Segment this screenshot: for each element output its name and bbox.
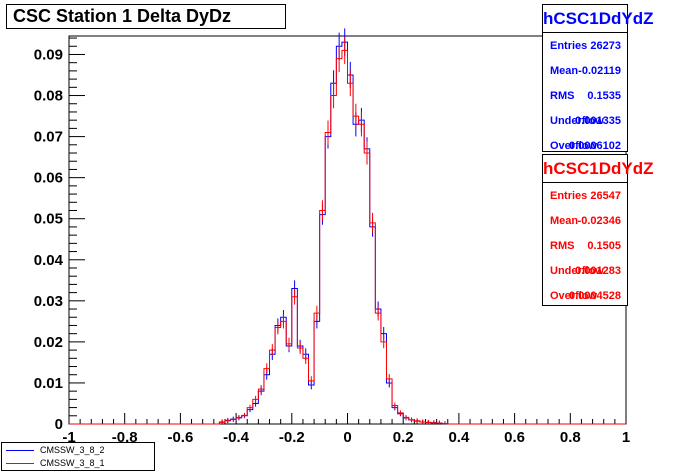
x-tick-label: 0.8 — [560, 429, 581, 446]
stats-row-overflow: Overflow 0.0006102 — [543, 133, 627, 158]
stats-value: -0.02346 — [577, 215, 621, 227]
y-tick-label: 0.01 — [34, 375, 63, 392]
stats-key: Mean — [550, 215, 579, 227]
stats-key: RMS — [550, 240, 575, 252]
stats-box-blue: hCSC1DdYdZ Entries 26273 Mean -0.02119 RMS… — [542, 4, 654, 152]
stats-row-mean: Mean -0.02346 — [543, 208, 627, 233]
stats-row-rms: RMS 0.1505 — [543, 233, 627, 258]
stats-value: 0.001335 — [575, 115, 621, 127]
x-tick-label: 0.6 — [504, 429, 525, 446]
legend-item-red: CMSSW_3_8_1 — [2, 457, 154, 470]
y-tick-label: 0.03 — [34, 293, 63, 310]
y-tick-label: 0.06 — [34, 170, 63, 187]
legend: CMSSW_3_8_2 CMSSW_3_8_1 — [1, 442, 155, 471]
y-tick-label: 0.05 — [34, 211, 63, 228]
legend-swatch — [6, 450, 34, 451]
stats-value: 0.0004528 — [569, 290, 621, 302]
x-axis: -1 -0.8 -0.6 -0.4 -0.2 0 0.2 0.4 0.6 0.8 1 — [62, 413, 630, 446]
y-tick-label: 0 — [55, 416, 63, 433]
stats-row-underflow: Underflow 0.001335 — [543, 108, 627, 133]
stats-row-mean: Mean -0.02119 — [543, 58, 627, 83]
y-tick-label: 0.07 — [34, 129, 63, 146]
stats-value: 0.001283 — [575, 265, 621, 277]
y-tick-label: 0.08 — [34, 88, 63, 105]
stats-key: Overflow — [550, 140, 598, 152]
x-tick-label: -0.6 — [167, 429, 193, 446]
stats-box-red: hCSC1DdYdZ Entries 26547 Mean -0.02346 RMS… — [542, 154, 654, 308]
stats-row-overflow: Overflow 0.0004528 — [543, 283, 627, 308]
x-tick-label: -0.8 — [112, 429, 138, 446]
chart-title-text: CSC Station 1 Delta DyDz — [13, 6, 232, 26]
series-group — [69, 28, 626, 425]
stats-key: RMS — [550, 90, 575, 102]
stats-value: 26273 — [590, 40, 621, 52]
stats-row-entries: Entries 26273 — [543, 33, 627, 58]
x-tick-label: 0.4 — [448, 429, 470, 446]
x-tick-label: 1 — [622, 429, 630, 446]
stats-key: Overflow — [550, 290, 598, 302]
y-axis: 0 0.01 0.02 0.03 0.04 0.05 0.06 0.07 0.08 0.09 — [34, 37, 85, 433]
x-tick-label: 0 — [343, 429, 351, 446]
stats-value: 0.1535 — [587, 90, 621, 102]
x-tick-label: -0.4 — [223, 429, 250, 446]
stats-value: -0.02119 — [578, 65, 621, 77]
stats-value: 26547 — [590, 190, 621, 202]
legend-label: CMSSW_3_8_2 — [40, 445, 105, 455]
x-tick-label: -1 — [62, 429, 75, 446]
y-tick-label: 0.04 — [34, 252, 64, 269]
stats-value: 0.1505 — [587, 240, 621, 252]
stats-key: Underflow — [550, 265, 604, 277]
x-tick-label: 0.2 — [393, 429, 414, 446]
legend-item-blue: CMSSW_3_8_2 — [2, 444, 154, 457]
stats-row-rms: RMS 0.1535 — [543, 83, 627, 108]
y-tick-label: 0.02 — [34, 334, 63, 351]
legend-label: CMSSW_3_8_1 — [40, 458, 105, 468]
stats-key: Underflow — [550, 115, 604, 127]
chart-title: CSC Station 1 Delta DyDz — [6, 4, 286, 29]
stats-box-title: hCSC1DdYdZ — [543, 155, 654, 183]
stats-key: Entries — [550, 190, 588, 202]
y-tick-label: 0.09 — [34, 46, 63, 63]
stats-key: Entries — [550, 40, 588, 52]
legend-swatch — [6, 463, 34, 464]
stats-row-underflow: Underflow 0.001283 — [543, 258, 627, 283]
x-tick-label: -0.2 — [279, 429, 305, 446]
stats-box-title: hCSC1DdYdZ — [543, 5, 654, 33]
stats-key: Mean — [550, 65, 579, 77]
stats-value: 0.0006102 — [569, 140, 621, 152]
stats-row-entries: Entries 26547 — [543, 183, 627, 208]
